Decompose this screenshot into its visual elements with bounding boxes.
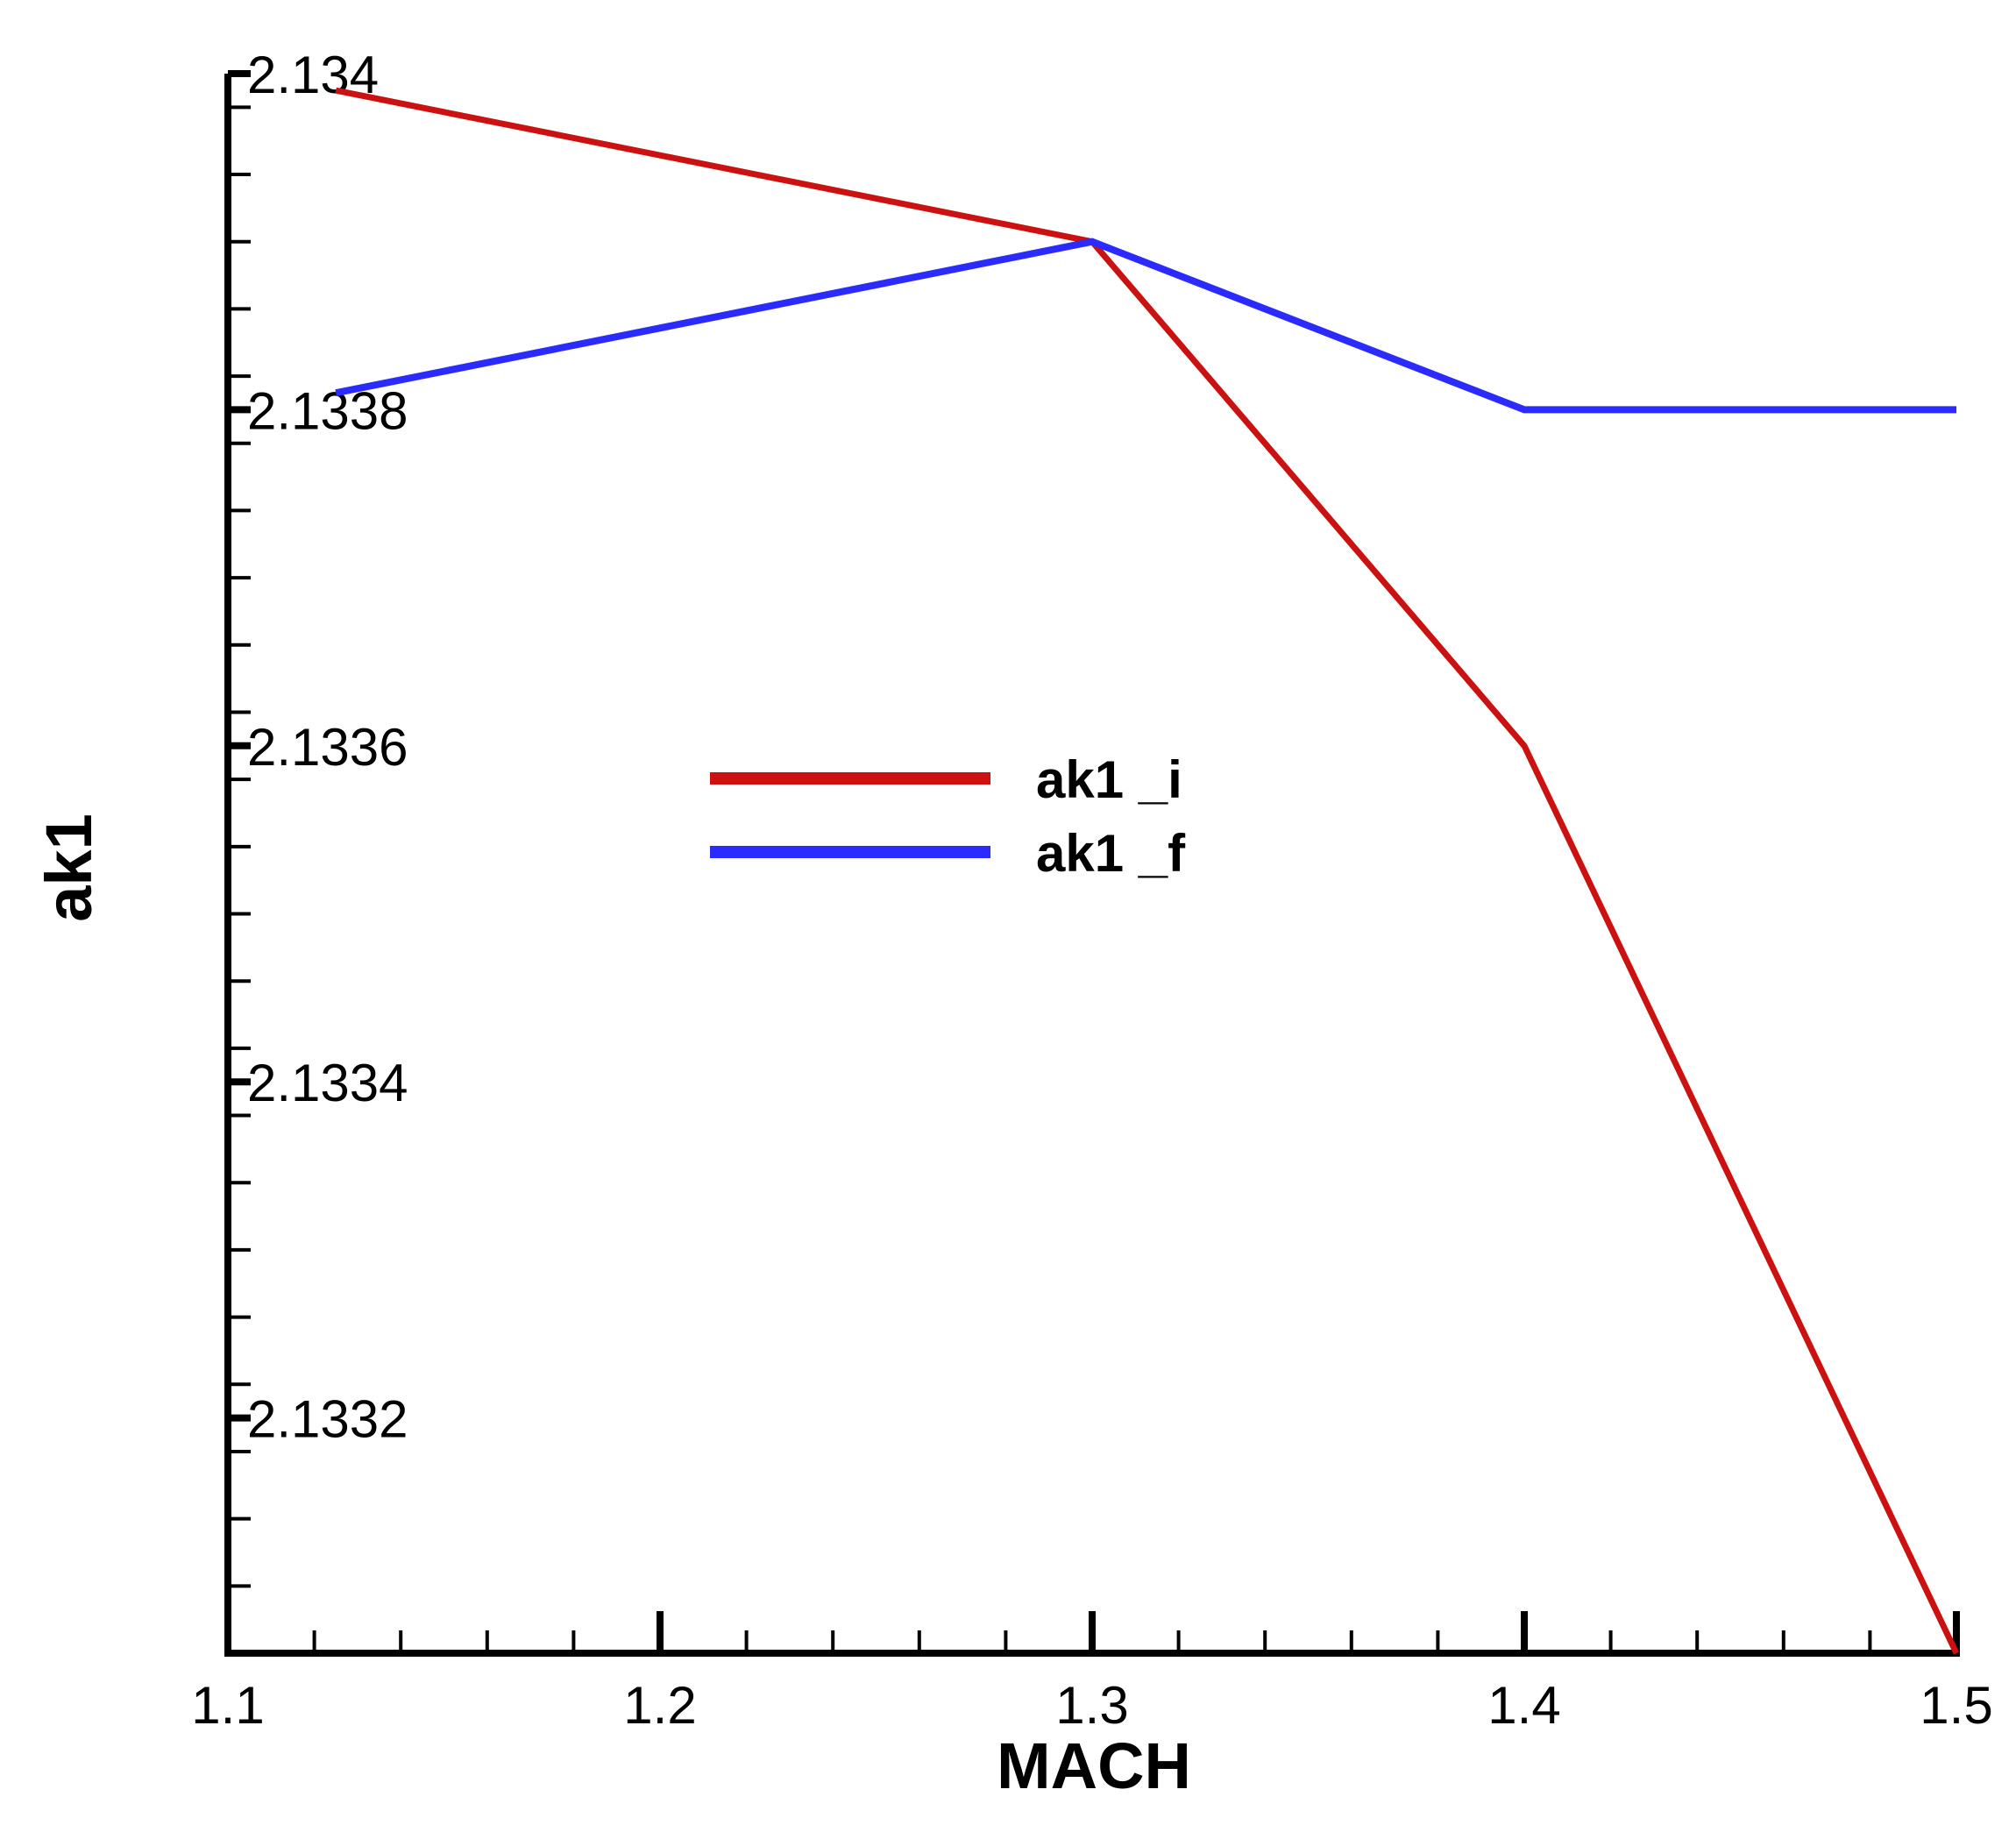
x-axis-title: MACH — [997, 1729, 1191, 1802]
x-tick-label: 1.3 — [1055, 1676, 1128, 1735]
legend: ak1 _i ak1 _f — [710, 750, 1186, 883]
legend-label: ak1 _f — [1036, 824, 1186, 883]
x-tick-label: 1.4 — [1487, 1676, 1560, 1735]
series-line-ak1-i — [335, 87, 1960, 1655]
x-tick-label: 1.2 — [623, 1676, 696, 1735]
x-tick-label: 1.5 — [1920, 1676, 1992, 1735]
series-line-ak1-f — [335, 238, 1956, 414]
legend-label: ak1 _i — [1036, 750, 1182, 809]
x-tick-label: 1.1 — [191, 1676, 264, 1735]
y-tick-label: 2.1332 — [247, 1390, 408, 1449]
y-tick-label: 2.1338 — [247, 381, 408, 440]
series-lines — [335, 87, 1960, 1655]
y-tick-label: 2.1336 — [247, 718, 408, 777]
y-axis-title: ak1 — [32, 813, 105, 921]
y-tick-label: 2.1334 — [247, 1054, 408, 1112]
